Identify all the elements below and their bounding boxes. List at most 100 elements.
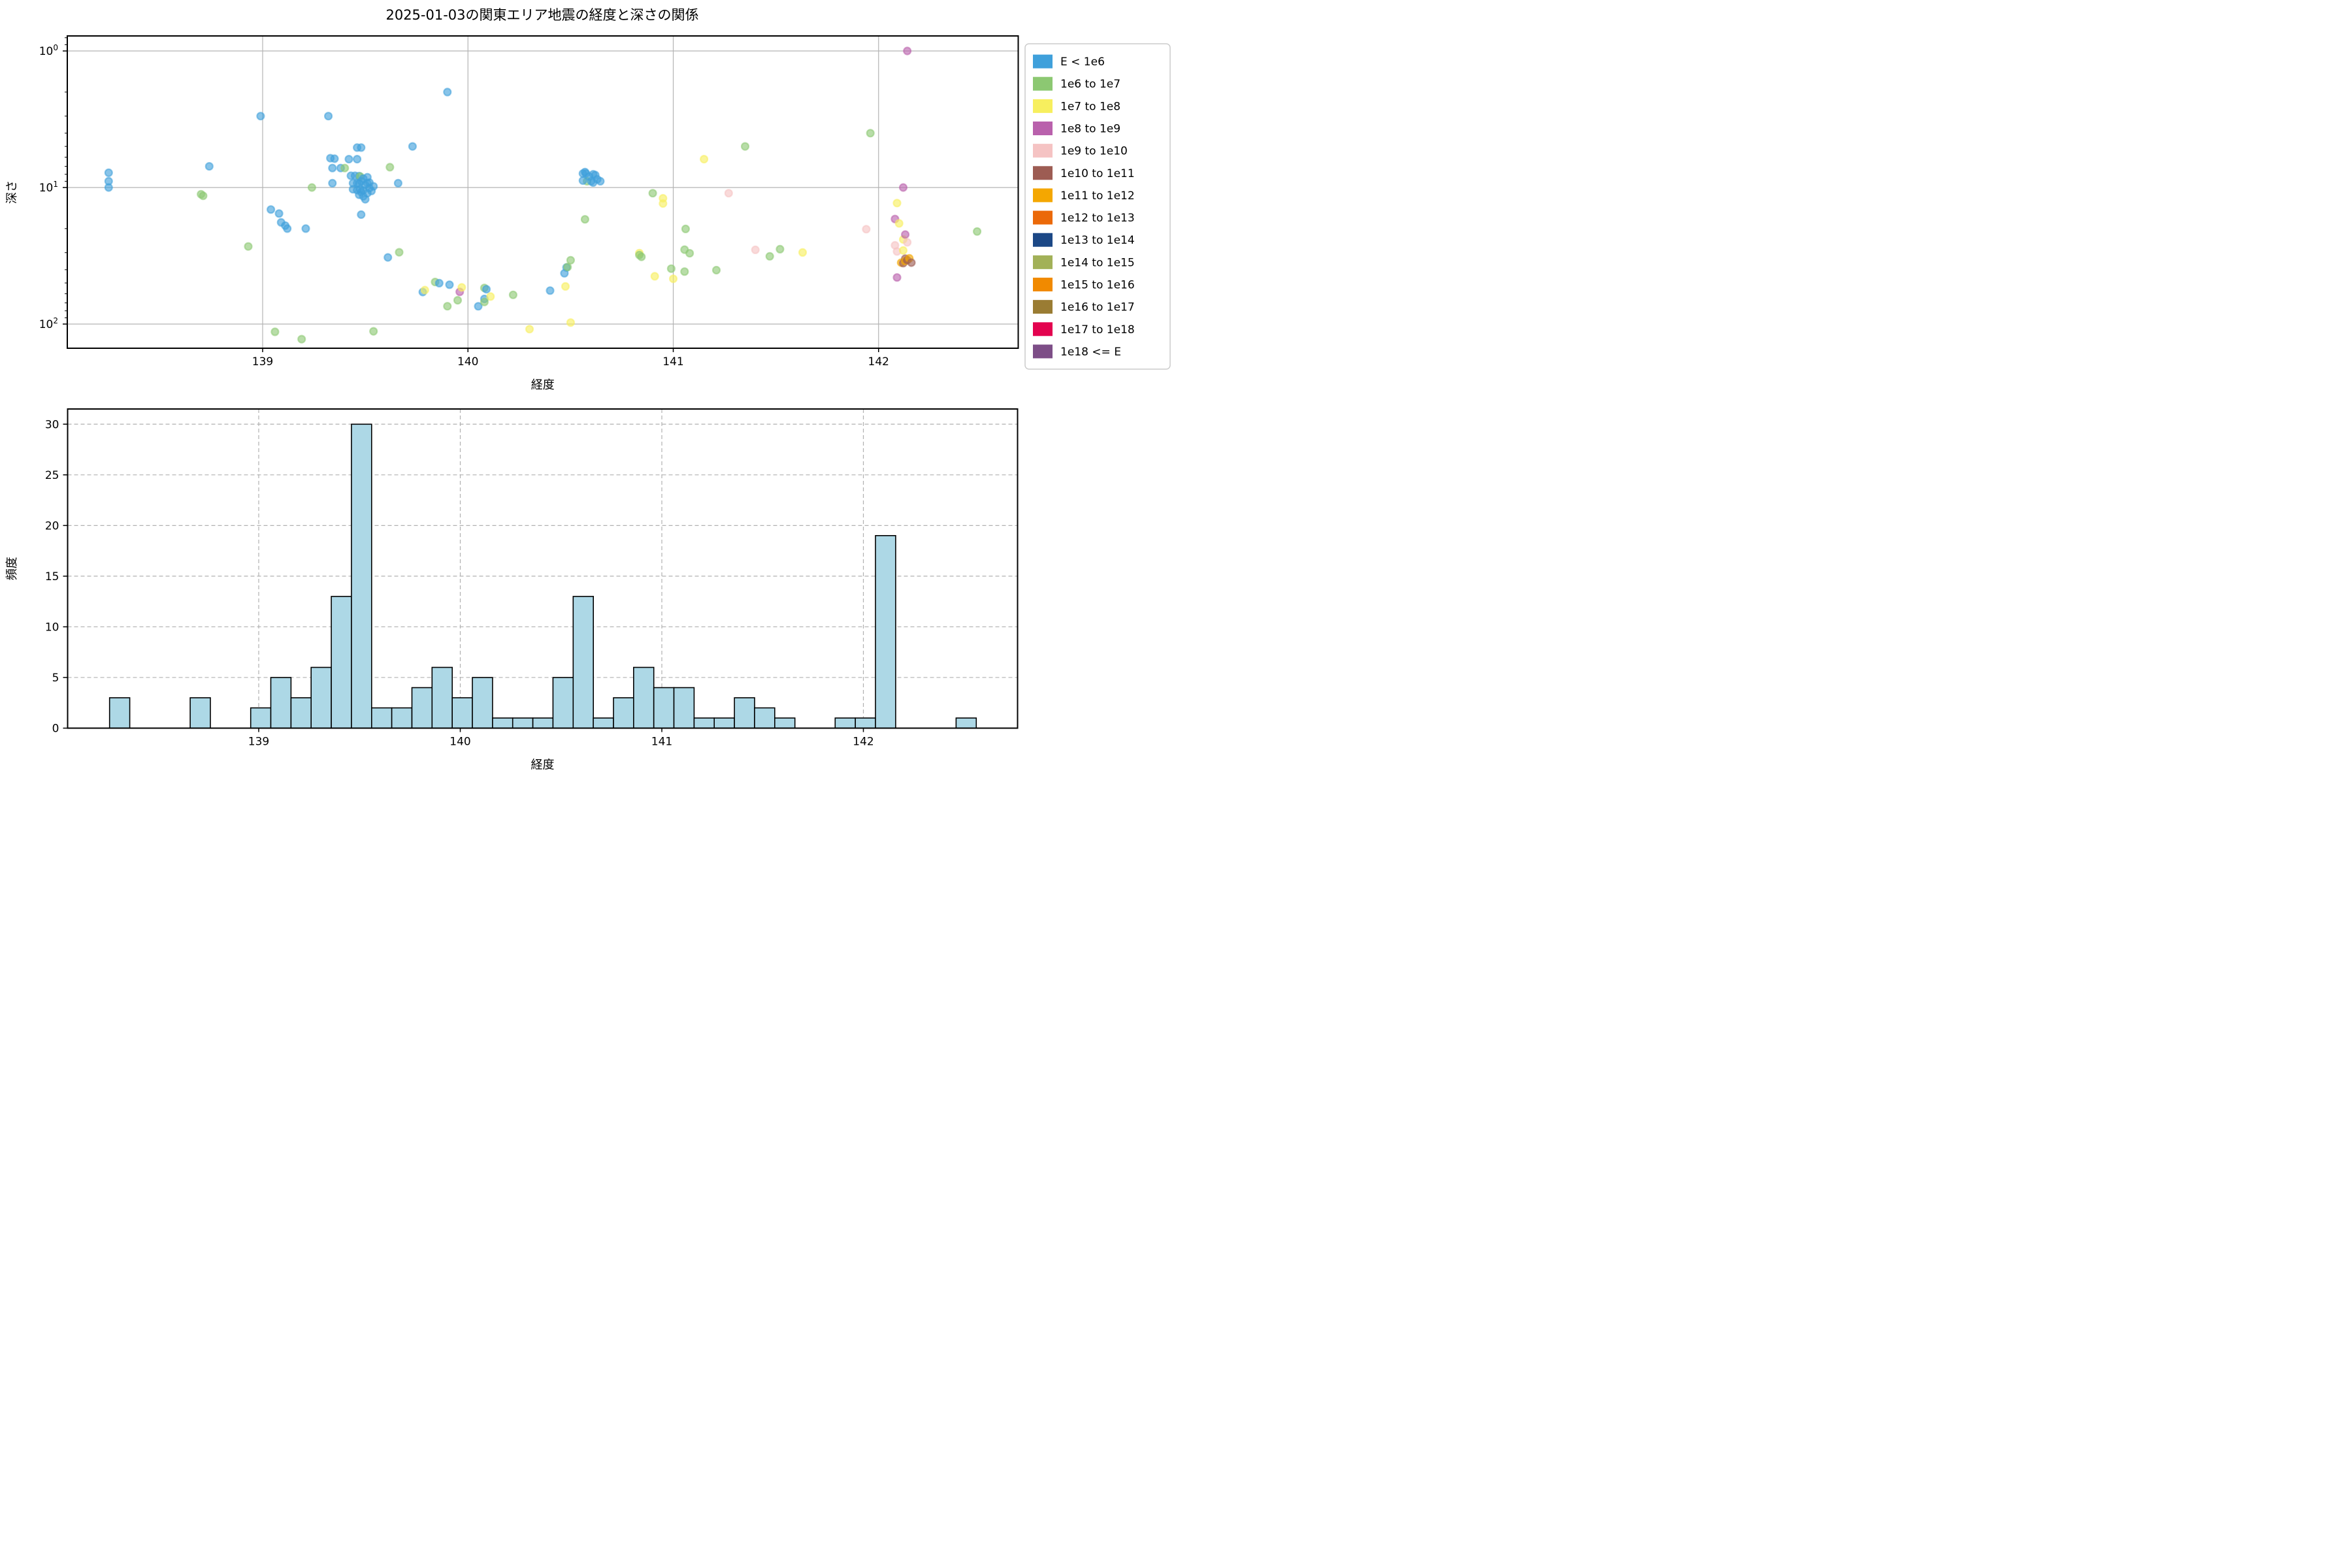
- scatter-point: [659, 199, 668, 208]
- hist-bar: [492, 717, 514, 729]
- scatter-point: [270, 327, 280, 336]
- scatter-axes: 139 140 141 142 100 101 102 経度 深さ: [5, 35, 1019, 392]
- scatter-point: [453, 296, 463, 305]
- legend-swatch: [1033, 188, 1053, 203]
- legend-swatch: [1033, 144, 1053, 158]
- scatter-point: [328, 163, 337, 172]
- legend-item: 1e8 to 1e9: [1033, 122, 1120, 136]
- legend-item: E < 1e6: [1033, 54, 1105, 69]
- legend-label: 1e18 <= E: [1060, 346, 1121, 359]
- scatter-point: [648, 189, 657, 198]
- hist-bar: [351, 423, 372, 729]
- scatter-point: [104, 168, 113, 177]
- scatter-point: [589, 178, 598, 187]
- legend-swatch: [1033, 300, 1053, 314]
- legend-label: 1e9 to 1e10: [1060, 145, 1128, 158]
- legend-item: 1e10 to 1e11: [1033, 166, 1135, 180]
- hist-bar: [754, 707, 776, 729]
- scatter-xtick-label: 142: [868, 355, 889, 368]
- scatter-ytick-label: 100: [39, 43, 58, 58]
- hist-bar: [552, 677, 574, 729]
- scatter-point: [765, 252, 774, 261]
- scatter-point: [751, 245, 760, 254]
- legend-swatch: [1033, 233, 1053, 247]
- legend-label: 1e10 to 1e11: [1060, 167, 1135, 180]
- scatter-points: [104, 46, 982, 344]
- hist-bar: [613, 697, 634, 729]
- legend-label: 1e14 to 1e15: [1060, 256, 1135, 269]
- scatter-point: [776, 244, 785, 253]
- legend-label: 1e17 to 1e18: [1060, 323, 1135, 336]
- scatter-point: [283, 224, 292, 233]
- legend-swatch: [1033, 122, 1053, 135]
- hist-bar: [955, 717, 977, 729]
- legend-box: E < 1e6 1e6 to 1e7 1e7 to 1e8 1e8 to 1e9 1e9…: [1024, 43, 1171, 370]
- scatter-point: [566, 255, 576, 265]
- legend-label: 1e15 to 1e16: [1060, 279, 1135, 292]
- legend-item: 1e9 to 1e10: [1033, 144, 1128, 158]
- scatter-point: [508, 290, 518, 299]
- legend-item: 1e6 to 1e7: [1033, 76, 1120, 91]
- scatter-point: [395, 248, 404, 257]
- scatter-xtick-label: 141: [662, 355, 683, 368]
- legend-frame: [1024, 43, 1171, 370]
- legend-label: 1e11 to 1e12: [1060, 189, 1135, 203]
- legend-label: E < 1e6: [1060, 56, 1105, 69]
- legend-label: 1e13 to 1e14: [1060, 234, 1135, 247]
- scatter-point: [328, 178, 337, 188]
- scatter-point: [357, 143, 366, 152]
- scatter-point: [546, 286, 555, 295]
- hist-bar: [250, 707, 272, 729]
- scatter-ytick-label: 101: [39, 180, 58, 195]
- scatter-point: [578, 176, 587, 185]
- hist-bar: [310, 666, 332, 729]
- scatter-point: [903, 238, 912, 247]
- scatter-point: [903, 46, 912, 56]
- legend-swatch: [1033, 99, 1053, 113]
- hist-bar: [572, 596, 594, 729]
- hist-bar: [532, 717, 554, 729]
- hist-bar: [451, 697, 473, 729]
- scatter-point: [866, 129, 875, 138]
- legend-swatch: [1033, 344, 1053, 359]
- hist-ytick-label: 0: [52, 723, 59, 736]
- scatter-point: [393, 178, 403, 188]
- scatter-point: [637, 252, 646, 261]
- scatter-point: [445, 280, 454, 289]
- histogram-axes: 139 140 141 142 0 5 10 15 20 25 30 経度 頻度: [5, 408, 1019, 772]
- figure-title: 2025-01-03の関東エリア地震の経度と深さの関係: [385, 7, 698, 23]
- legend-swatch: [1033, 210, 1053, 225]
- scatter-point: [563, 263, 572, 272]
- scatter-point: [297, 335, 306, 344]
- scatter-point: [301, 224, 310, 233]
- hist-bar: [391, 707, 413, 729]
- scatter-point: [344, 155, 353, 164]
- scatter-point: [724, 189, 733, 198]
- legend-swatch: [1033, 255, 1053, 269]
- scatter-point: [474, 302, 483, 311]
- scatter-point: [357, 210, 366, 220]
- legend-item: 1e15 to 1e16: [1033, 278, 1135, 292]
- scatter-point: [384, 253, 393, 262]
- scatter-point: [434, 278, 444, 287]
- hist-bar: [290, 697, 312, 729]
- legend-label: 1e12 to 1e13: [1060, 212, 1135, 225]
- hist-xtick-label: 142: [853, 736, 874, 749]
- scatter-xtick-label: 139: [252, 355, 273, 368]
- hist-bar: [774, 717, 796, 729]
- scatter-point: [798, 248, 808, 257]
- legend-item: 1e16 to 1e17: [1033, 300, 1135, 314]
- hist-bar: [673, 687, 695, 729]
- scatter-ytick-label: 102: [39, 316, 58, 331]
- legend-item: 1e17 to 1e18: [1033, 322, 1135, 336]
- scatter-point: [711, 265, 721, 275]
- legend-item: 1e11 to 1e12: [1033, 188, 1135, 203]
- scatter-spines: [67, 35, 1019, 349]
- scatter-point: [385, 163, 395, 172]
- scatter-point: [668, 274, 678, 284]
- hist-bar: [834, 717, 857, 729]
- legend-item: 1e7 to 1e8: [1033, 99, 1120, 113]
- scatter-point: [740, 142, 750, 151]
- scatter-xtick-label: 140: [457, 355, 478, 368]
- scatter-point: [685, 249, 694, 258]
